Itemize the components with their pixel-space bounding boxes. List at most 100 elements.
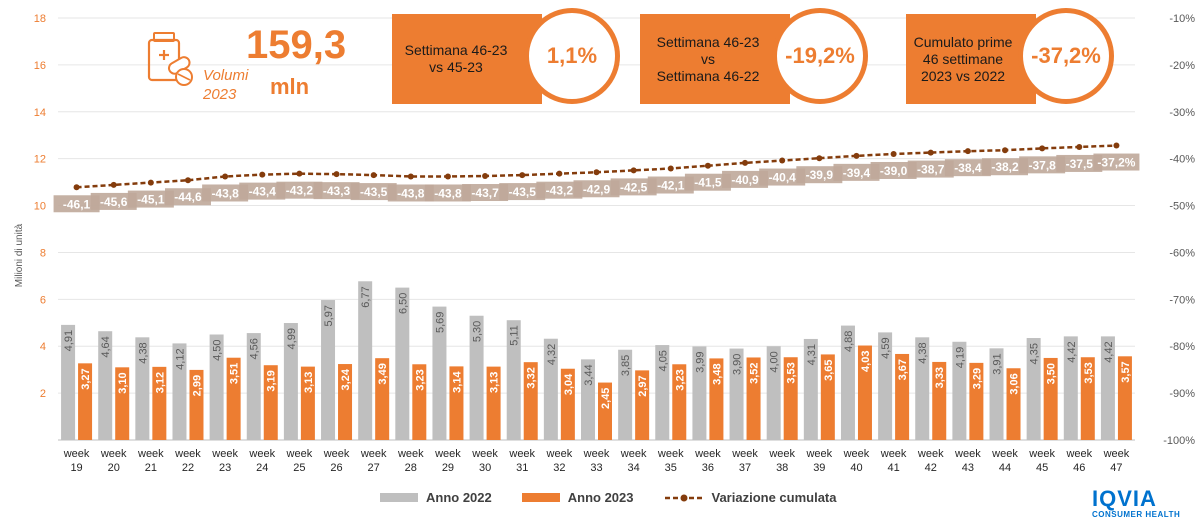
bar-2022-value-label: 3,44 — [583, 364, 595, 385]
cumulative-point — [407, 173, 414, 180]
cumulative-value-label: -46,1 — [63, 197, 91, 211]
bar-2023 — [189, 369, 204, 440]
bar-2022-value-label: 4,64 — [100, 336, 112, 357]
bar-2022 — [135, 337, 150, 440]
bar-2022-value-label: 3,99 — [694, 351, 706, 372]
bar-2023 — [1080, 357, 1095, 440]
kpi-week-vs-year-line2: vs — [700, 50, 715, 67]
x-tick-label: 20 — [108, 462, 120, 474]
cumulative-point — [259, 171, 266, 178]
y2-tick-label: -50% — [1169, 201, 1195, 213]
y2-tick-label: -20% — [1169, 60, 1195, 72]
cumulative-point — [1076, 143, 1083, 150]
logo-main-text: IQVIA — [1092, 486, 1157, 511]
x-tick-label-prefix: week — [583, 448, 610, 460]
bar-2022-value-label: 4,42 — [1103, 341, 1115, 362]
bar-2022 — [1026, 338, 1041, 440]
bar-2023-value-label: 3,32 — [526, 367, 538, 388]
kpi-week-vs-year-line1: Settimana 46-23 — [656, 33, 760, 50]
bar-2023 — [598, 382, 612, 440]
cumulative-point — [890, 150, 897, 157]
cumulative-label-box — [1056, 154, 1103, 172]
bar-2022-value-label: 5,69 — [434, 312, 446, 333]
y-tick-label: 14 — [34, 107, 46, 119]
cumulative-point — [184, 177, 191, 184]
cumulative-value-label: -45,1 — [137, 193, 165, 207]
x-tick-label: 47 — [1110, 462, 1122, 474]
bar-2022-value-label: 6,77 — [360, 286, 372, 307]
x-tick-label-prefix: week — [991, 448, 1018, 460]
legend-swatch-cumulative — [664, 494, 703, 501]
cumulative-value-label: -39,0 — [880, 164, 908, 178]
bar-2023-value-label: 3,65 — [823, 359, 835, 380]
x-tick-label: 45 — [1036, 462, 1048, 474]
y-tick-label: 4 — [40, 341, 46, 353]
x-tick-label-prefix: week — [137, 448, 164, 460]
x-tick-label-prefix: week — [768, 448, 795, 460]
x-tick-label-prefix: week — [471, 448, 498, 460]
bar-2023 — [857, 345, 872, 440]
bar-2022 — [246, 333, 261, 440]
kpi-week-vs-year-value: -19,2% — [772, 8, 868, 104]
bar-2022-value-label: 4,42 — [1066, 341, 1078, 362]
bar-2023-value-label: 3,49 — [377, 363, 389, 384]
y2-tick-label: -10% — [1169, 13, 1195, 25]
kpi-cumulative-line2: 46 settimane — [922, 50, 1004, 67]
bar-2023 — [560, 368, 575, 440]
bar-2022 — [172, 343, 187, 440]
cumulative-point — [519, 172, 526, 179]
cumulative-value-label: -45,6 — [100, 195, 128, 209]
bar-2023 — [969, 362, 984, 440]
cumulative-value-label: -37,8 — [1028, 158, 1056, 172]
cumulative-point — [1002, 147, 1009, 154]
y2-tick-label: -40% — [1169, 154, 1195, 166]
bar-2022-value-label: 5,11 — [509, 325, 521, 346]
cumulative-value-label: -41,5 — [694, 176, 722, 190]
y2-tick-label: -70% — [1169, 294, 1195, 306]
cumulative-label-box — [53, 195, 100, 213]
y-tick-label: 16 — [34, 60, 46, 72]
iqvia-logo: IQVIA CONSUMER HEALTH — [1092, 488, 1180, 520]
cumulative-point — [779, 157, 786, 164]
bar-2023 — [1117, 356, 1132, 440]
x-tick-label: 41 — [887, 462, 899, 474]
cumulative-label-box — [164, 188, 211, 206]
bar-2023 — [115, 367, 130, 440]
kpi-cumulative-line3: 2023 vs 2022 — [920, 67, 1006, 84]
bar-2023-value-label: 3,27 — [80, 368, 92, 389]
cumulative-point — [704, 162, 711, 169]
bar-2023-value-label: 3,04 — [563, 373, 575, 395]
bar-2023-value-label: 3,53 — [1083, 362, 1095, 383]
kpi-week-vs-prev-line1: Settimana 46-23 — [404, 42, 508, 58]
x-tick-label-prefix: week — [805, 448, 832, 460]
bar-2023-value-label: 3,19 — [266, 370, 278, 391]
x-tick-label-prefix: week — [694, 448, 721, 460]
bar-2022-value-label: 3,90 — [732, 354, 744, 375]
x-tick-label-prefix: week — [880, 448, 907, 460]
cumulative-point — [1039, 145, 1046, 152]
bar-2022-value-label: 4,05 — [657, 350, 669, 371]
x-tick-label: 39 — [813, 462, 825, 474]
cumulative-label-box — [722, 170, 769, 188]
y2-tick-label: -100% — [1163, 435, 1195, 447]
bar-2023-value-label: 3,23 — [414, 369, 426, 390]
cumulative-value-label: -37,2% — [1097, 156, 1135, 170]
bar-2022-value-label: 4,99 — [286, 328, 298, 349]
bar-2023-value-label: 4,03 — [860, 351, 872, 372]
cumulative-label-box — [276, 181, 323, 199]
kpi-week-vs-prev-line2: vs 45-23 — [429, 59, 483, 75]
x-tick-label: 27 — [368, 462, 380, 474]
bar-2022 — [1063, 336, 1078, 440]
bar-2022 — [952, 341, 967, 440]
x-tick-label-prefix: week — [620, 448, 647, 460]
cumulative-value-label: -38,7 — [917, 163, 945, 177]
cumulative-label-box — [239, 182, 286, 200]
bar-2023 — [412, 364, 427, 440]
bar-2022 — [432, 306, 447, 440]
bar-2022-value-label: 4,38 — [917, 342, 929, 363]
legend-label-2022: Anno 2022 — [426, 490, 492, 505]
legend-label-cumulative: Variazione cumulata — [711, 490, 837, 505]
bar-2023 — [895, 353, 910, 440]
cumulative-label-box — [982, 158, 1029, 176]
kpi-cumulative-line1: Cumulato prime — [913, 33, 1013, 50]
